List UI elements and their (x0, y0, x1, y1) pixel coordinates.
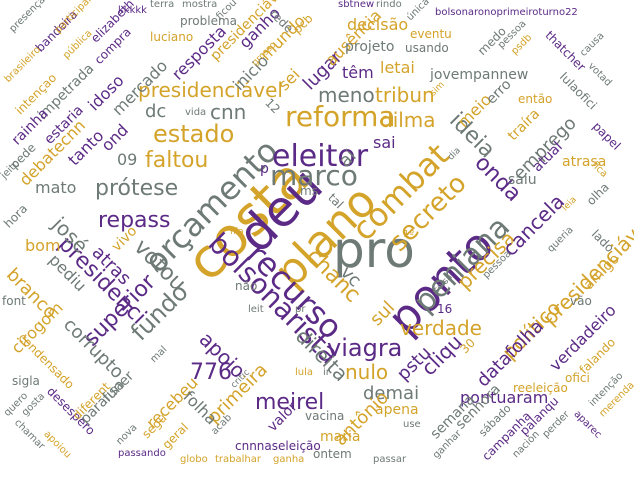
word-entao: então (518, 92, 553, 106)
word-1o: 1º (403, 229, 415, 240)
word-mostra: mostra (182, 0, 218, 10)
word-dilma: dilma (380, 108, 436, 132)
word-ir: ir (323, 367, 330, 378)
word-bom: bom (25, 236, 61, 255)
word-viagra: viagra (327, 334, 403, 362)
word-vida: vida (185, 107, 207, 118)
word-votad: votad (585, 60, 614, 89)
word-hora: hora (1, 201, 31, 231)
word-usando: usando (405, 41, 449, 55)
word-apena: apena (375, 402, 419, 418)
word-terra: terra (150, 0, 175, 10)
word-trabalhar: trabalhar (215, 454, 261, 465)
word-fila: fila (230, 227, 244, 237)
word-16: 16 (437, 302, 453, 316)
word-rindo: rindo (376, 0, 402, 10)
word-dc: dc (145, 101, 167, 122)
word-font: font (2, 294, 26, 308)
word-mato: mato (35, 178, 77, 197)
word-folha: folha (179, 386, 222, 429)
word-eventu: eventu (410, 27, 452, 41)
word-olha: olha (583, 179, 612, 209)
word-marco: marco (270, 159, 358, 192)
word-cnn: cnn (210, 100, 247, 124)
word-tem: têm (342, 63, 374, 82)
word-presenca: presença (7, 0, 48, 35)
word-reforma: reforma (285, 100, 396, 133)
word-aparec: aparec (571, 408, 604, 441)
word-passando: passando (118, 448, 166, 459)
word-meno: meno (318, 83, 375, 107)
word-pr: pr (295, 304, 306, 315)
word-pontuaram: pontuaram (460, 388, 549, 407)
word-estado: estado (153, 120, 235, 148)
word-apoiou: apoiou (41, 428, 74, 461)
word-ofici: ofici (565, 371, 590, 385)
word-lula: lula (295, 367, 314, 378)
word-papel: papel (589, 119, 624, 153)
word-passar: passar (373, 454, 407, 465)
word-reeleicao: reeleição (513, 381, 568, 395)
word-unica: única (404, 0, 432, 24)
word-meirel: meirel (255, 390, 325, 415)
word-queria: queria (545, 224, 576, 255)
word-maria: maria (320, 429, 361, 445)
word-atrasa: atrasa (562, 154, 607, 170)
word-verdade: verdade (400, 316, 482, 340)
word-chamar: chamar (12, 417, 47, 452)
word-nao: não (235, 279, 258, 293)
word-vao: vão (570, 294, 592, 308)
word-ganha: ganha (273, 454, 305, 465)
word-nulo: nulo (345, 360, 389, 384)
word-cnnnaseleicao: cnnnaseleição (235, 439, 321, 453)
word-luciano: luciano (150, 30, 194, 44)
word-eleitor: eleitor (272, 139, 369, 174)
word-sigla: sigla (12, 374, 40, 388)
word-vacina: vacina (305, 409, 345, 423)
word-causa: causa (578, 30, 607, 59)
word-tribun: tribun (375, 83, 435, 107)
word-faltou: faltou (145, 148, 209, 173)
word-09: 09 (117, 150, 138, 169)
word-globo: globo (180, 454, 208, 465)
word-sai: sai (373, 133, 396, 152)
word-sbtnew: sbtnew (338, 0, 375, 10)
word-decisao: decisão (347, 15, 409, 34)
word-protese: prótese (95, 176, 179, 201)
word-datafolha: datafolha (472, 316, 548, 392)
word-ontem: ontem (313, 447, 352, 461)
word-mal: mal (148, 344, 170, 366)
word-problema: problema (180, 14, 238, 28)
word-jovempannew: jovempannew (430, 67, 529, 83)
word-nova: nova (114, 422, 140, 448)
word-saiu: saiu (508, 172, 537, 188)
word-p: p (260, 161, 269, 177)
word-ms: ms (300, 184, 318, 198)
word-letai: letai (380, 58, 415, 77)
word-leit: leit (248, 304, 264, 315)
word-demai: demai (363, 383, 420, 404)
word-presidenciavel-2: presidenciável (138, 78, 283, 102)
word-use: use (403, 419, 421, 430)
word-776: 776 (190, 360, 232, 385)
word-pro: pro (333, 221, 415, 279)
word-kkkkk: kkkkk (118, 5, 147, 16)
word-projeto: projeto (345, 39, 395, 55)
word-traira: traíra (504, 105, 544, 145)
word-bolsonaronoprimeiroturno22: bolsonaronoprimeiroturno22 (435, 7, 578, 18)
word-brasileiro: brasileiro (2, 44, 44, 85)
word-publica: pública (61, 27, 95, 62)
word-repass: repass (98, 208, 171, 233)
